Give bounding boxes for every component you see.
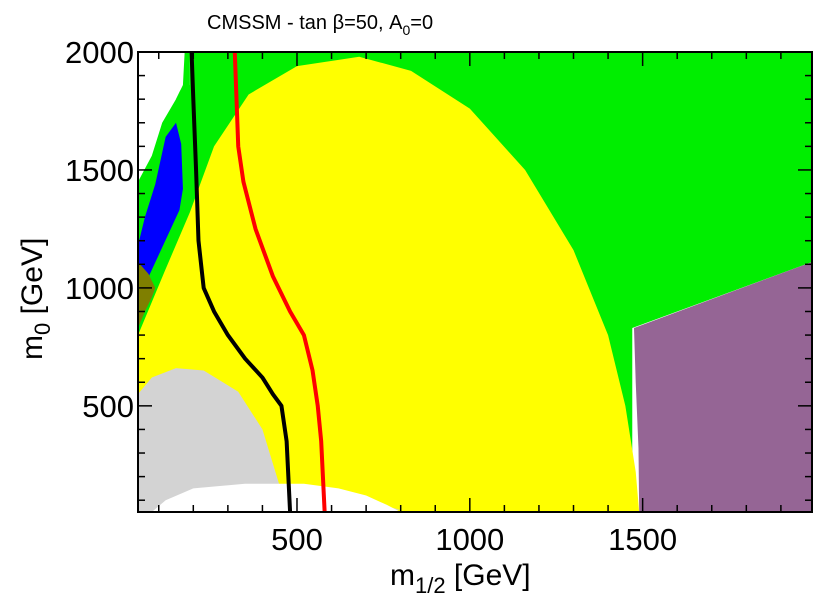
x-axis-label: m1/2 [GeV] — [390, 559, 531, 598]
y-tick-label: 1500 — [65, 153, 134, 188]
region-yellow — [138, 56, 640, 512]
region-blue — [138, 122, 183, 300]
y-tick-label: 500 — [82, 389, 134, 424]
chart-title-subscript: 0 — [402, 22, 410, 38]
x-axis-label-subscript: 1/2 — [415, 573, 446, 598]
series-black-line — [189, 51, 293, 513]
line-layer — [189, 51, 327, 513]
region-layer — [138, 52, 812, 512]
region-white-bottom — [151, 483, 401, 512]
tick-layer: 500 1000 1500 500 1000 1500 2000 — [65, 35, 812, 557]
region-white-topleft — [138, 52, 185, 182]
y-tick-label: 2000 — [65, 35, 134, 70]
plot-frame — [137, 51, 813, 513]
y-tick-label: 1000 — [65, 271, 134, 306]
series-red-line — [232, 51, 327, 513]
y-axis-label-subscript: 0 — [30, 323, 55, 335]
region-purple — [633, 261, 812, 512]
region-grey — [138, 368, 401, 512]
x-tick-label: 1500 — [608, 522, 677, 557]
y-axis-label: m0 [GeV] — [16, 238, 55, 360]
x-tick-label: 1000 — [435, 522, 504, 557]
region-green-wedge — [176, 52, 190, 100]
x-tick-label: 500 — [271, 522, 323, 557]
chart-title: CMSSM - tan β=50, A0=0 — [207, 12, 433, 38]
